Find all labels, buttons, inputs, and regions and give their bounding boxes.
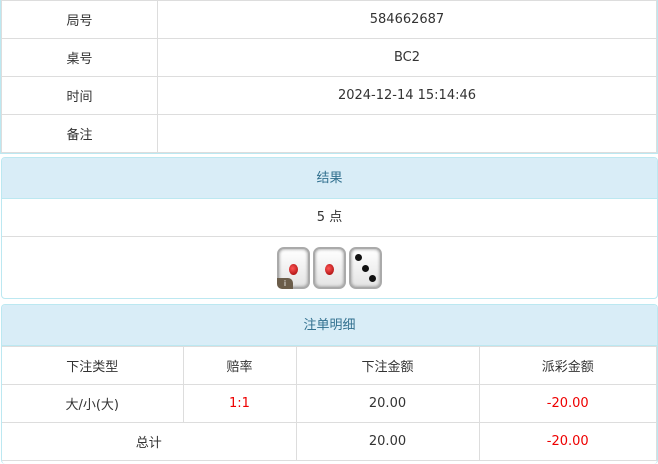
row-time: 时间 2024-12-14 15:14:46 [1, 76, 657, 115]
info-icon[interactable]: i [277, 278, 293, 289]
total-amount: 20.00 [296, 422, 480, 461]
result-title: 结果 [2, 158, 657, 199]
result-panel: 结果 5 点 i [1, 157, 658, 299]
table-header: 下注类型 赔率 下注金额 派彩金额 [2, 346, 657, 385]
label: 备注 [1, 114, 158, 153]
value [157, 114, 657, 153]
die-1 [313, 247, 346, 289]
pip [354, 253, 362, 261]
round-info-table: 局号 584662687 桌号 BC2 时间 2024-12-14 15:14:46 … [0, 0, 658, 154]
row-round-id: 局号 584662687 [1, 0, 657, 39]
label: 局号 [1, 0, 158, 39]
row-note: 备注 [1, 114, 657, 153]
row-table-id: 桌号 BC2 [1, 38, 657, 77]
payout: -20.00 [479, 384, 657, 423]
total-row: 总计 20.00 -20.00 [2, 422, 657, 461]
die-1: i [277, 247, 310, 289]
amount: 20.00 [296, 384, 480, 423]
value: BC2 [157, 38, 657, 77]
col-bet-type: 下注类型 [2, 346, 184, 385]
col-payout: 派彩金额 [479, 346, 657, 385]
value: 2024-12-14 15:14:46 [157, 76, 657, 115]
label: 时间 [1, 76, 158, 115]
die-3 [349, 247, 382, 289]
total-label: 总计 [2, 422, 297, 461]
pip [289, 263, 298, 275]
pip [325, 263, 334, 275]
label: 桌号 [1, 38, 158, 77]
odds: 1:1 [183, 384, 297, 423]
col-odds: 赔率 [183, 346, 297, 385]
dice-row: i [2, 237, 657, 298]
value: 584662687 [157, 0, 657, 39]
bet-type: 大/小(大) [2, 384, 184, 423]
col-amount: 下注金额 [296, 346, 480, 385]
table-row: 大/小(大) 1:1 20.00 -20.00 [2, 384, 657, 423]
total-payout: -20.00 [479, 422, 657, 461]
bet-details-title: 注单明细 [2, 305, 657, 346]
pip [369, 275, 377, 283]
bet-details-panel: 注单明细 下注类型 赔率 下注金额 派彩金额 大/小(大) 1:1 20.00 … [1, 304, 658, 464]
result-points: 5 点 [2, 199, 657, 237]
pip [362, 264, 369, 272]
